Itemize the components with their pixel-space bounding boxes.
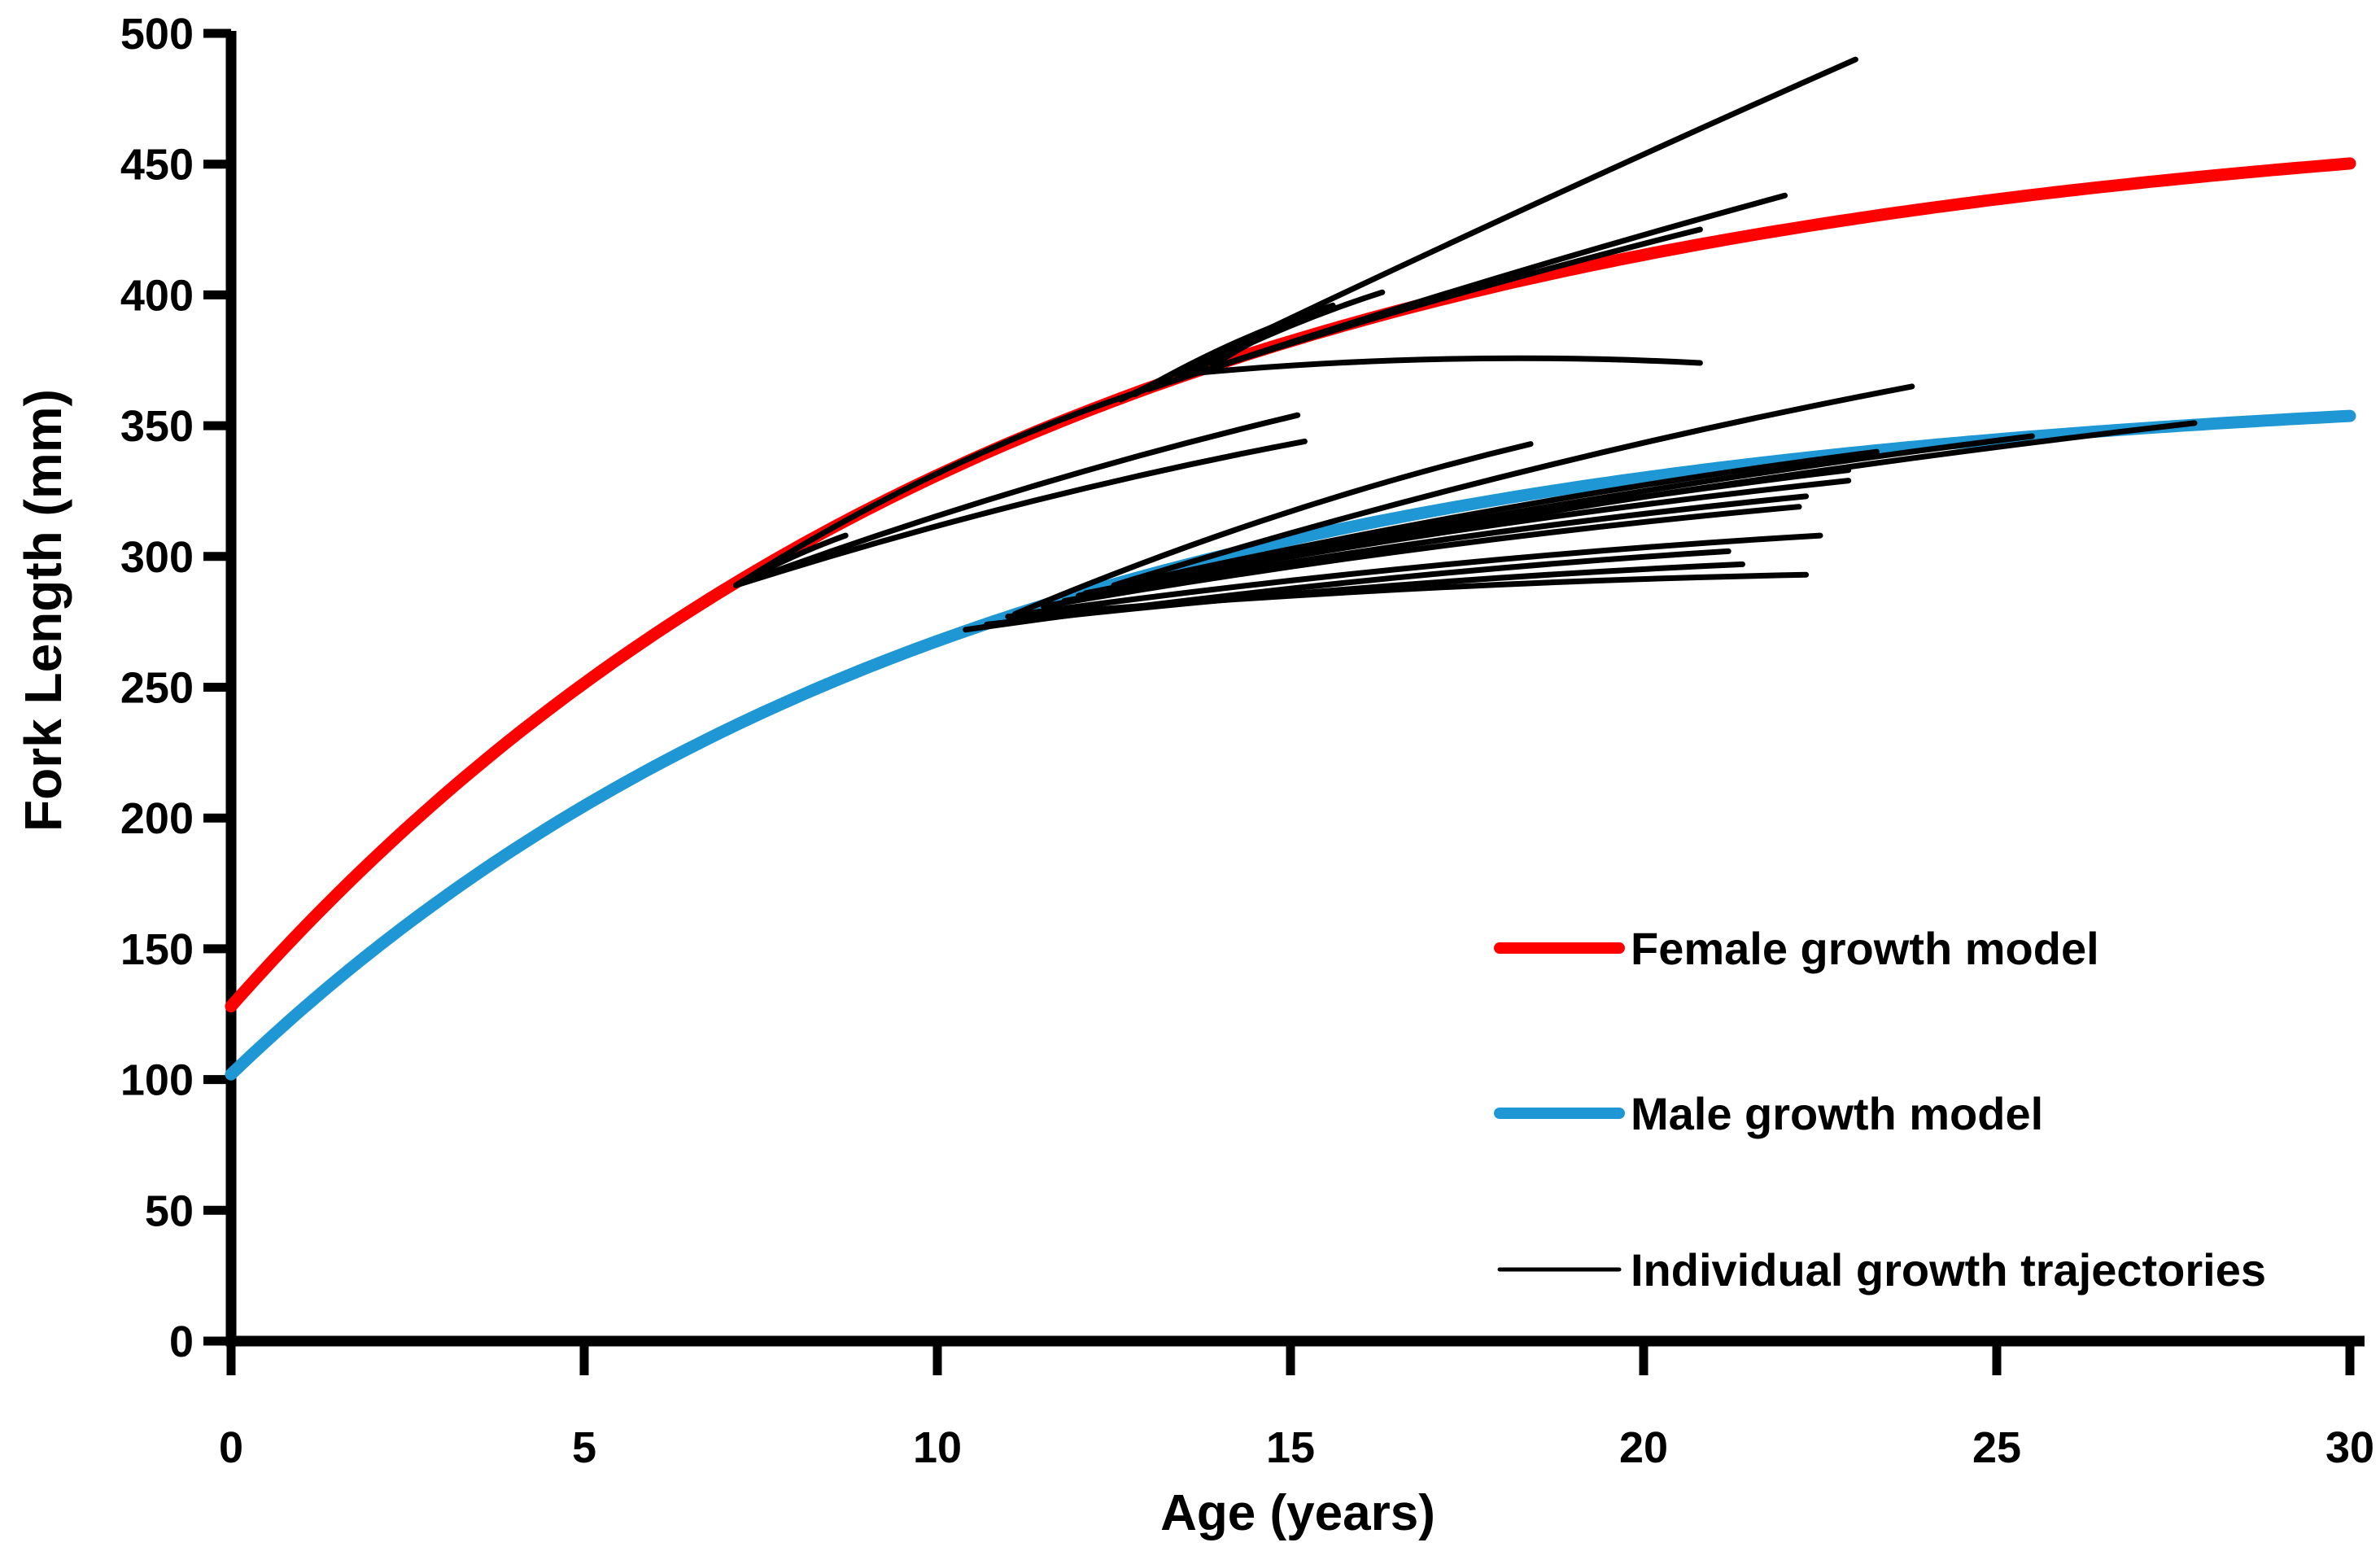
y-tick-label: 250 xyxy=(120,664,194,713)
legend-label-male: Male growth model xyxy=(1631,1088,2043,1139)
y-tick-label: 300 xyxy=(120,533,194,582)
y-tick-label: 450 xyxy=(120,141,194,190)
individual-trajectory xyxy=(1132,302,1336,397)
individual-trajectory xyxy=(1118,56,1858,403)
individual-trajectory xyxy=(1097,420,2198,594)
x-tick-label: 25 xyxy=(1972,1423,2021,1472)
y-tick-label: 500 xyxy=(120,10,194,59)
male-growth-curve xyxy=(225,409,2356,1081)
individual-trajectory xyxy=(1210,318,1301,369)
individual-trajectory xyxy=(733,412,1301,588)
x-tick-label: 0 xyxy=(219,1423,243,1472)
individual-trajectory xyxy=(1012,441,1534,617)
y-tick-label: 100 xyxy=(120,1056,194,1105)
x-tick-label: 30 xyxy=(2325,1423,2374,1472)
x-tick-label: 20 xyxy=(1619,1423,1668,1472)
individual-trajectory xyxy=(733,381,1167,588)
legend-label-trajectory: Individual growth trajectories xyxy=(1631,1244,2266,1296)
x-axis-title: Age (years) xyxy=(1160,1485,1435,1541)
x-tick-label: 5 xyxy=(572,1423,596,1472)
y-tick-label: 0 xyxy=(169,1317,194,1366)
individual-trajectory xyxy=(1019,532,1823,617)
y-tick-label: 200 xyxy=(120,794,194,843)
y-tick-label: 350 xyxy=(120,402,194,451)
y-axis-title: Fork Length (mm) xyxy=(14,389,72,832)
individual-trajectory xyxy=(1189,355,1703,377)
y-tick-label: 50 xyxy=(145,1186,194,1235)
y-tick-label: 400 xyxy=(120,271,194,320)
individual-trajectory xyxy=(1111,383,1915,588)
individual-trajectory xyxy=(1005,571,1810,620)
y-tick-label: 150 xyxy=(120,925,194,974)
x-tick-label: 10 xyxy=(913,1423,962,1472)
individual-trajectory xyxy=(1118,448,1880,588)
individual-trajectory xyxy=(1160,226,1703,387)
female-growth-curve xyxy=(225,157,2356,1013)
x-tick-label: 15 xyxy=(1266,1423,1315,1472)
individual-trajectory xyxy=(733,438,1308,588)
individual-trajectory xyxy=(984,561,1745,627)
legend-label-female: Female growth model xyxy=(1631,923,2099,974)
individual-trajectory xyxy=(1061,493,1810,604)
